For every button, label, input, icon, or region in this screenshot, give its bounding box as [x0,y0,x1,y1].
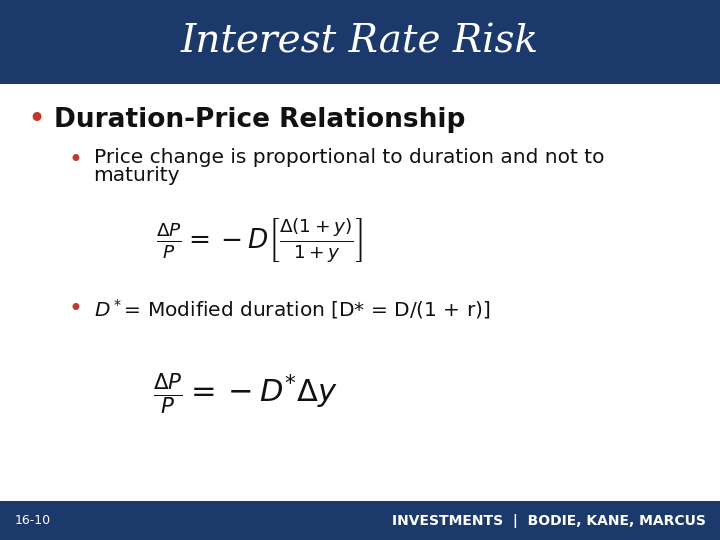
Text: INVESTMENTS  |  BODIE, KANE, MARCUS: INVESTMENTS | BODIE, KANE, MARCUS [392,514,706,528]
Text: Duration-Price Relationship: Duration-Price Relationship [54,107,465,133]
Text: 16-10: 16-10 [14,514,50,527]
Text: $D^*$= Modified duration [D* = D/(1 + r)]: $D^*$= Modified duration [D* = D/(1 + r)… [94,297,490,321]
FancyBboxPatch shape [0,501,720,540]
FancyBboxPatch shape [0,0,720,84]
Text: Price change is proportional to duration and not to: Price change is proportional to duration… [94,148,604,167]
Text: •: • [68,297,82,321]
Text: •: • [68,148,82,172]
Text: $\frac{\Delta P}{P} = -D^{*}\Delta y$: $\frac{\Delta P}{P} = -D^{*}\Delta y$ [153,372,337,417]
Text: maturity: maturity [94,166,180,185]
Text: Interest Rate Risk: Interest Rate Risk [181,24,539,60]
Text: •: • [27,105,45,134]
Text: $\frac{\Delta P}{P} = -D\left[\frac{\Delta(1+y)}{1+y}\right]$: $\frac{\Delta P}{P} = -D\left[\frac{\Del… [156,216,363,265]
